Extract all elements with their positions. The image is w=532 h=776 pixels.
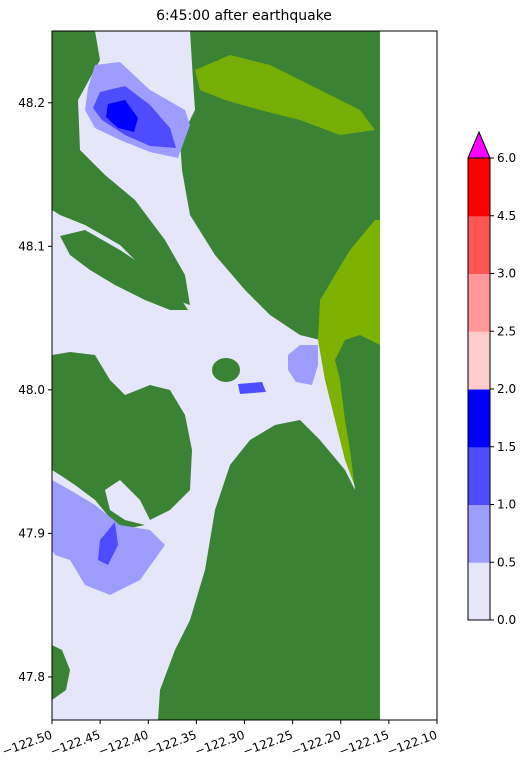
y-tick-label: 47.8	[18, 670, 45, 684]
land-west-lower	[52, 352, 192, 530]
colorbar-extend-triangle	[467, 130, 491, 159]
y-axis: 47.8 47.9 48.0 48.1 48.2	[18, 96, 52, 684]
colorbar-tick-label: 1.5	[497, 440, 516, 454]
land-west-peninsula	[60, 230, 188, 310]
heatmap-field	[52, 31, 380, 720]
x-tick-label: −122.10	[385, 728, 439, 759]
colorbar-tick-label: 2.5	[497, 324, 516, 338]
land-southwest-tip	[52, 645, 70, 700]
water-north-bay-peak	[106, 100, 138, 132]
land-island	[212, 358, 240, 382]
colorbar-tick-label: 4.5	[497, 209, 516, 223]
y-tick-label: 48.2	[18, 96, 45, 110]
x-tick-label: −122.50	[0, 728, 54, 759]
y-tick-label: 47.9	[18, 526, 45, 540]
colorbar-segment	[468, 562, 490, 621]
y-tick-label: 48.1	[18, 239, 45, 253]
x-tick-label: −122.35	[145, 728, 199, 759]
colorbar: 0.0 0.5 1.0 1.5 2.0 2.5 3.0 4.5 6.0	[467, 130, 516, 627]
chart-title: 6:45:00 after earthquake	[156, 8, 332, 24]
colorbar-tick-label: 0.0	[497, 613, 516, 627]
x-axis: −122.50−122.45−122.40−122.35−122.30−122.…	[0, 720, 439, 759]
x-tick-label: −122.25	[241, 728, 295, 759]
water-island-edge	[238, 382, 266, 394]
water-river-mouth	[288, 345, 318, 385]
colorbar-segment	[468, 446, 490, 505]
colorbar-segment	[468, 331, 490, 390]
colorbar-segment	[468, 215, 490, 274]
colorbar-tick-label: 6.0	[497, 151, 516, 165]
colorbar-tick-label: 3.0	[497, 267, 516, 281]
colorbar-tick-label: 1.0	[497, 498, 516, 512]
colorbar-tick-label: 2.0	[497, 382, 516, 396]
land-east-highland	[195, 55, 375, 135]
x-tick-label: −122.20	[289, 728, 343, 759]
land-whidbey-north	[52, 31, 190, 305]
water-southwest-bay-core	[98, 522, 118, 565]
colorbar-segment	[468, 273, 490, 332]
colorbar-segment	[468, 158, 490, 217]
colorbar-segment	[468, 389, 490, 448]
plot-area	[52, 31, 437, 720]
x-tick-label: −122.45	[48, 728, 102, 759]
x-tick-label: −122.30	[193, 728, 247, 759]
colorbar-tick-label: 0.5	[497, 555, 516, 569]
x-tick-label: −122.15	[337, 728, 391, 759]
colorbar-segment	[468, 504, 490, 563]
land-east-lower	[158, 335, 380, 720]
y-tick-label: 48.0	[18, 383, 45, 397]
x-tick-label: −122.40	[97, 728, 151, 759]
